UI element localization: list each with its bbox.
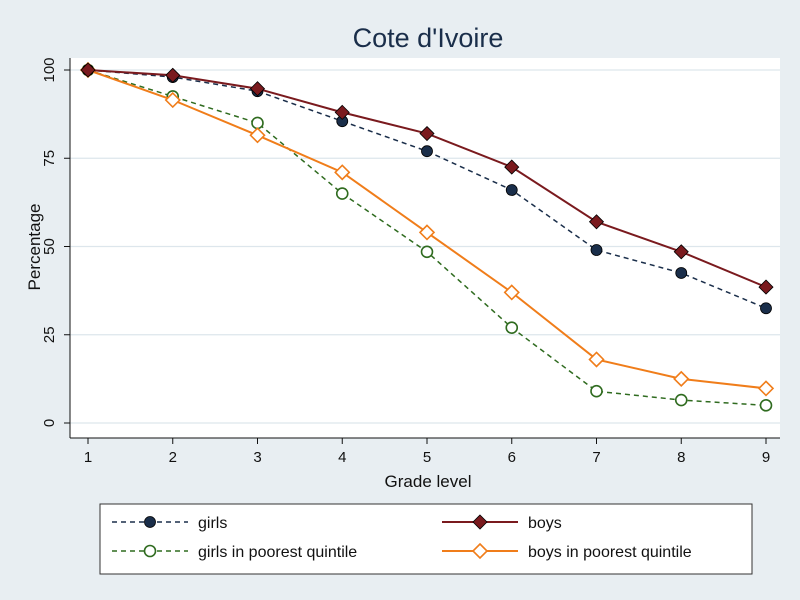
- x-tick-label: 6: [508, 449, 516, 466]
- data-point-girls: [590, 244, 603, 256]
- data-point-girls-in-poorest-quintile: [505, 321, 519, 334]
- y-axis-label: Percentage: [25, 204, 44, 291]
- data-point-boys: [504, 159, 520, 175]
- x-tick-label: 3: [253, 449, 261, 466]
- data-point-girls: [505, 184, 518, 196]
- y-tick-label: 50: [41, 238, 58, 255]
- data-point-girls: [675, 267, 688, 279]
- data-point-boys: [758, 279, 774, 295]
- legend-label-girls-in-poorest-quintile: girls in poorest quintile: [198, 544, 357, 561]
- series-boys-in-poorest-quintile: [79, 61, 775, 397]
- data-point-girls: [760, 302, 772, 315]
- x-tick-label: 1: [84, 449, 92, 466]
- x-tick-label: 4: [338, 449, 346, 466]
- data-point-boys-in-poorest-quintile: [164, 91, 181, 109]
- x-tick-label: 9: [762, 449, 770, 466]
- series-line-girls: [87, 69, 767, 309]
- data-point-boys: [249, 81, 266, 97]
- data-point-boys: [80, 62, 96, 78]
- data-point-boys-in-poorest-quintile: [249, 127, 266, 144]
- data-point-girls-in-poorest-quintile: [759, 399, 773, 412]
- legend: girls boys girls in poorest quintile boys i…: [99, 503, 753, 575]
- data-point-boys: [419, 125, 435, 142]
- data-point-boys: [673, 244, 689, 260]
- data-point-boys: [334, 104, 350, 120]
- data-point-boys-in-poorest-quintile: [757, 380, 775, 397]
- y-tick-label: 100: [41, 57, 58, 82]
- legend-label-boys-in-poorest-quintile: boys in poorest quintile: [528, 544, 692, 561]
- data-point-boys-in-poorest-quintile: [588, 351, 605, 368]
- x-tick-label: 7: [592, 449, 600, 466]
- data-point-boys-in-poorest-quintile: [334, 164, 351, 181]
- legend-label-girls: girls: [198, 515, 227, 532]
- y-tick-label: 0: [41, 419, 58, 427]
- x-axis-label: Grade level: [385, 472, 472, 491]
- data-point-boys-in-poorest-quintile: [503, 284, 520, 301]
- legend-box: [99, 503, 753, 575]
- data-point-girls-in-poorest-quintile: [590, 384, 603, 398]
- y-tick-label: 25: [41, 326, 58, 343]
- data-point-girls-in-poorest-quintile: [674, 393, 688, 407]
- data-point-girls: [421, 145, 433, 158]
- data-point-boys: [588, 214, 605, 230]
- chart-title: Cote d'Ivoire: [353, 23, 504, 53]
- x-tick-label: 8: [677, 449, 685, 466]
- legend-marker-boys-in-poorest-quintile: [471, 542, 489, 560]
- series-boys: [80, 62, 774, 295]
- data-point-boys-in-poorest-quintile: [418, 224, 436, 241]
- data-point-girls-in-poorest-quintile: [251, 116, 264, 130]
- legend-marker-girls: [144, 516, 156, 528]
- x-tick-label: 2: [169, 449, 177, 466]
- legend-marker-girls-in-poorest-quintile: [143, 544, 157, 558]
- x-tick-label: 5: [423, 449, 431, 466]
- data-point-boys: [165, 67, 181, 83]
- data-point-girls-in-poorest-quintile: [335, 187, 349, 200]
- axes: 0 25 50 75 100 1 2 3 4 5 6 7 8 9: [41, 57, 780, 466]
- legend-marker-boys: [472, 514, 488, 530]
- legend-label-boys: boys: [528, 515, 562, 532]
- series-layer: [79, 61, 775, 412]
- data-point-boys-in-poorest-quintile: [673, 370, 690, 388]
- y-tick-label: 75: [41, 150, 58, 167]
- data-point-girls-in-poorest-quintile: [420, 245, 434, 259]
